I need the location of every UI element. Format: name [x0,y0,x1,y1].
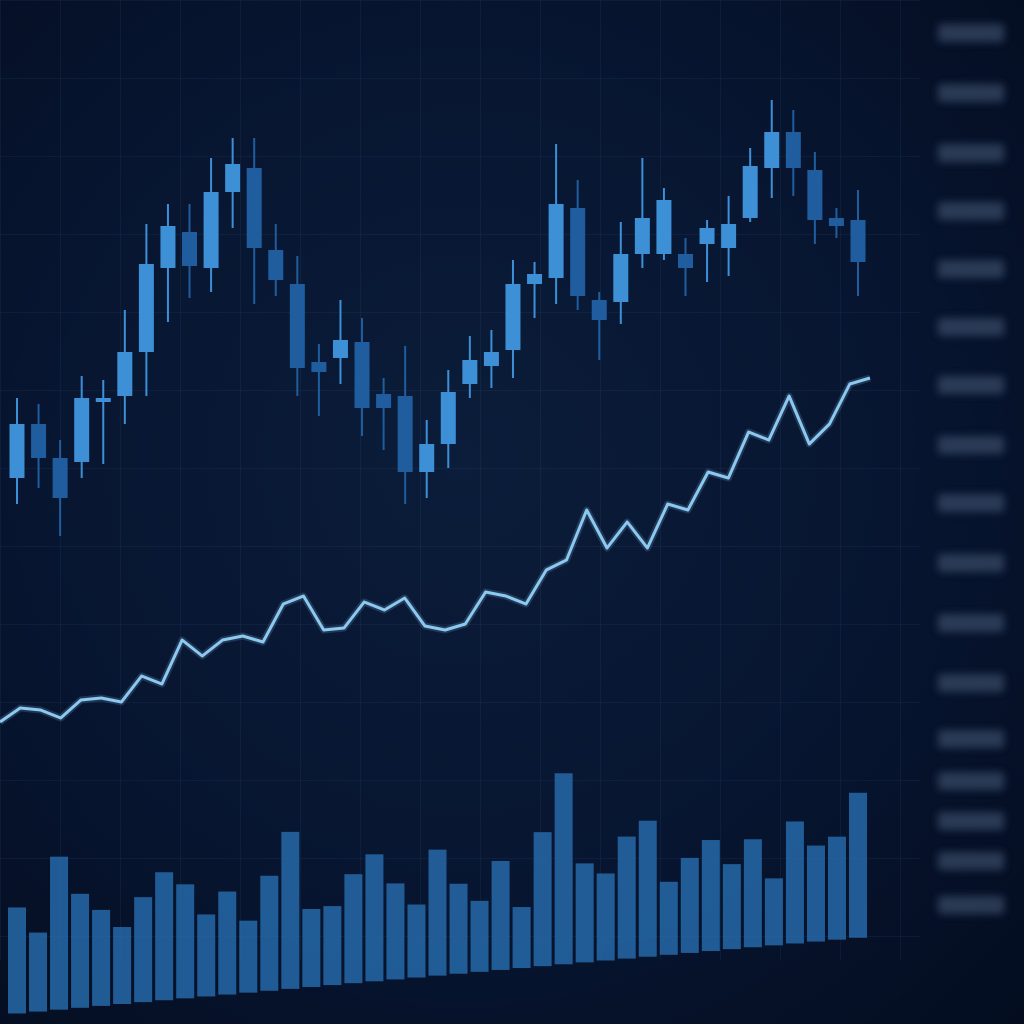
volume-bar [827,836,846,940]
volume-bar [470,900,489,972]
volume-bar [197,914,216,997]
price-line-glow [0,374,871,725]
candle-body [332,340,348,358]
volume-bar [218,891,237,995]
candle-body [354,342,370,408]
volume-bar [113,927,132,1005]
candle-body [182,232,198,266]
candle-body [462,360,478,384]
volume-bar [260,875,279,991]
candle-body [548,204,564,278]
candle-body [527,274,543,284]
volume-bar [785,821,804,944]
volume-bar [281,831,300,989]
candle-body [95,398,111,402]
volume-bar [701,840,720,952]
candle-body [268,250,284,280]
candle-body [31,424,47,458]
candle-body [289,284,305,368]
volume-bar [491,860,510,970]
volume-bar [239,920,258,993]
candle-body [591,300,607,320]
blurred-axis-labels [938,24,1004,914]
candle-body [419,444,435,472]
volume-bar [554,773,573,965]
candle-body [634,218,650,254]
candle-body [160,226,176,268]
candle-body [311,362,327,372]
candle-body [397,396,413,472]
candle-body [742,166,758,218]
volume-bar [806,845,825,942]
volume-bar [302,908,321,987]
volume-bar [50,856,69,1010]
volume-bar [722,864,741,950]
volume-bar [512,907,531,969]
volume-bar [617,836,636,959]
candle-body [117,352,133,396]
volume-bar [365,854,384,982]
volume-bar [575,863,594,963]
volume-bar [323,906,342,986]
candle-body [721,224,737,248]
candle-body [850,220,866,262]
candle-body [138,264,154,352]
candle-body [656,200,672,254]
candle-body [785,132,801,168]
volume-bar [92,909,111,1006]
candle-body [203,192,219,268]
volume-bar [449,883,468,974]
volume-bar [764,878,783,946]
candle-body [483,352,499,366]
candle-body [613,254,629,302]
candle-body [828,218,844,226]
volume-bar [743,839,762,948]
volume-bar [428,849,447,976]
candle-body [9,424,25,478]
volume-bar [344,874,363,984]
candle-body [570,208,586,296]
volume-bar [8,907,26,1014]
volume-bar [29,932,48,1012]
candle-body [764,132,780,168]
volume-bar [680,857,699,953]
volume-bar [659,881,678,955]
volume-bar [155,872,174,1001]
volume-bar [638,820,657,957]
volume-bar [596,873,615,961]
volume-bar [134,897,153,1003]
volume-bar [533,832,552,967]
volume-bar [407,904,426,978]
volume-bar [71,893,90,1008]
candle-body [376,394,392,408]
candle-body [505,284,521,350]
candle-body [246,168,262,248]
candle-body [677,254,693,268]
candle-body [225,164,241,192]
volume-bar [176,884,195,999]
candle-body [699,228,715,244]
candle-body [52,458,68,498]
candle-body [807,170,823,220]
price-line [0,376,871,724]
volume-bar [386,883,405,980]
candle-body [74,398,90,462]
volume-bar [849,792,867,938]
candle-body [440,392,456,444]
